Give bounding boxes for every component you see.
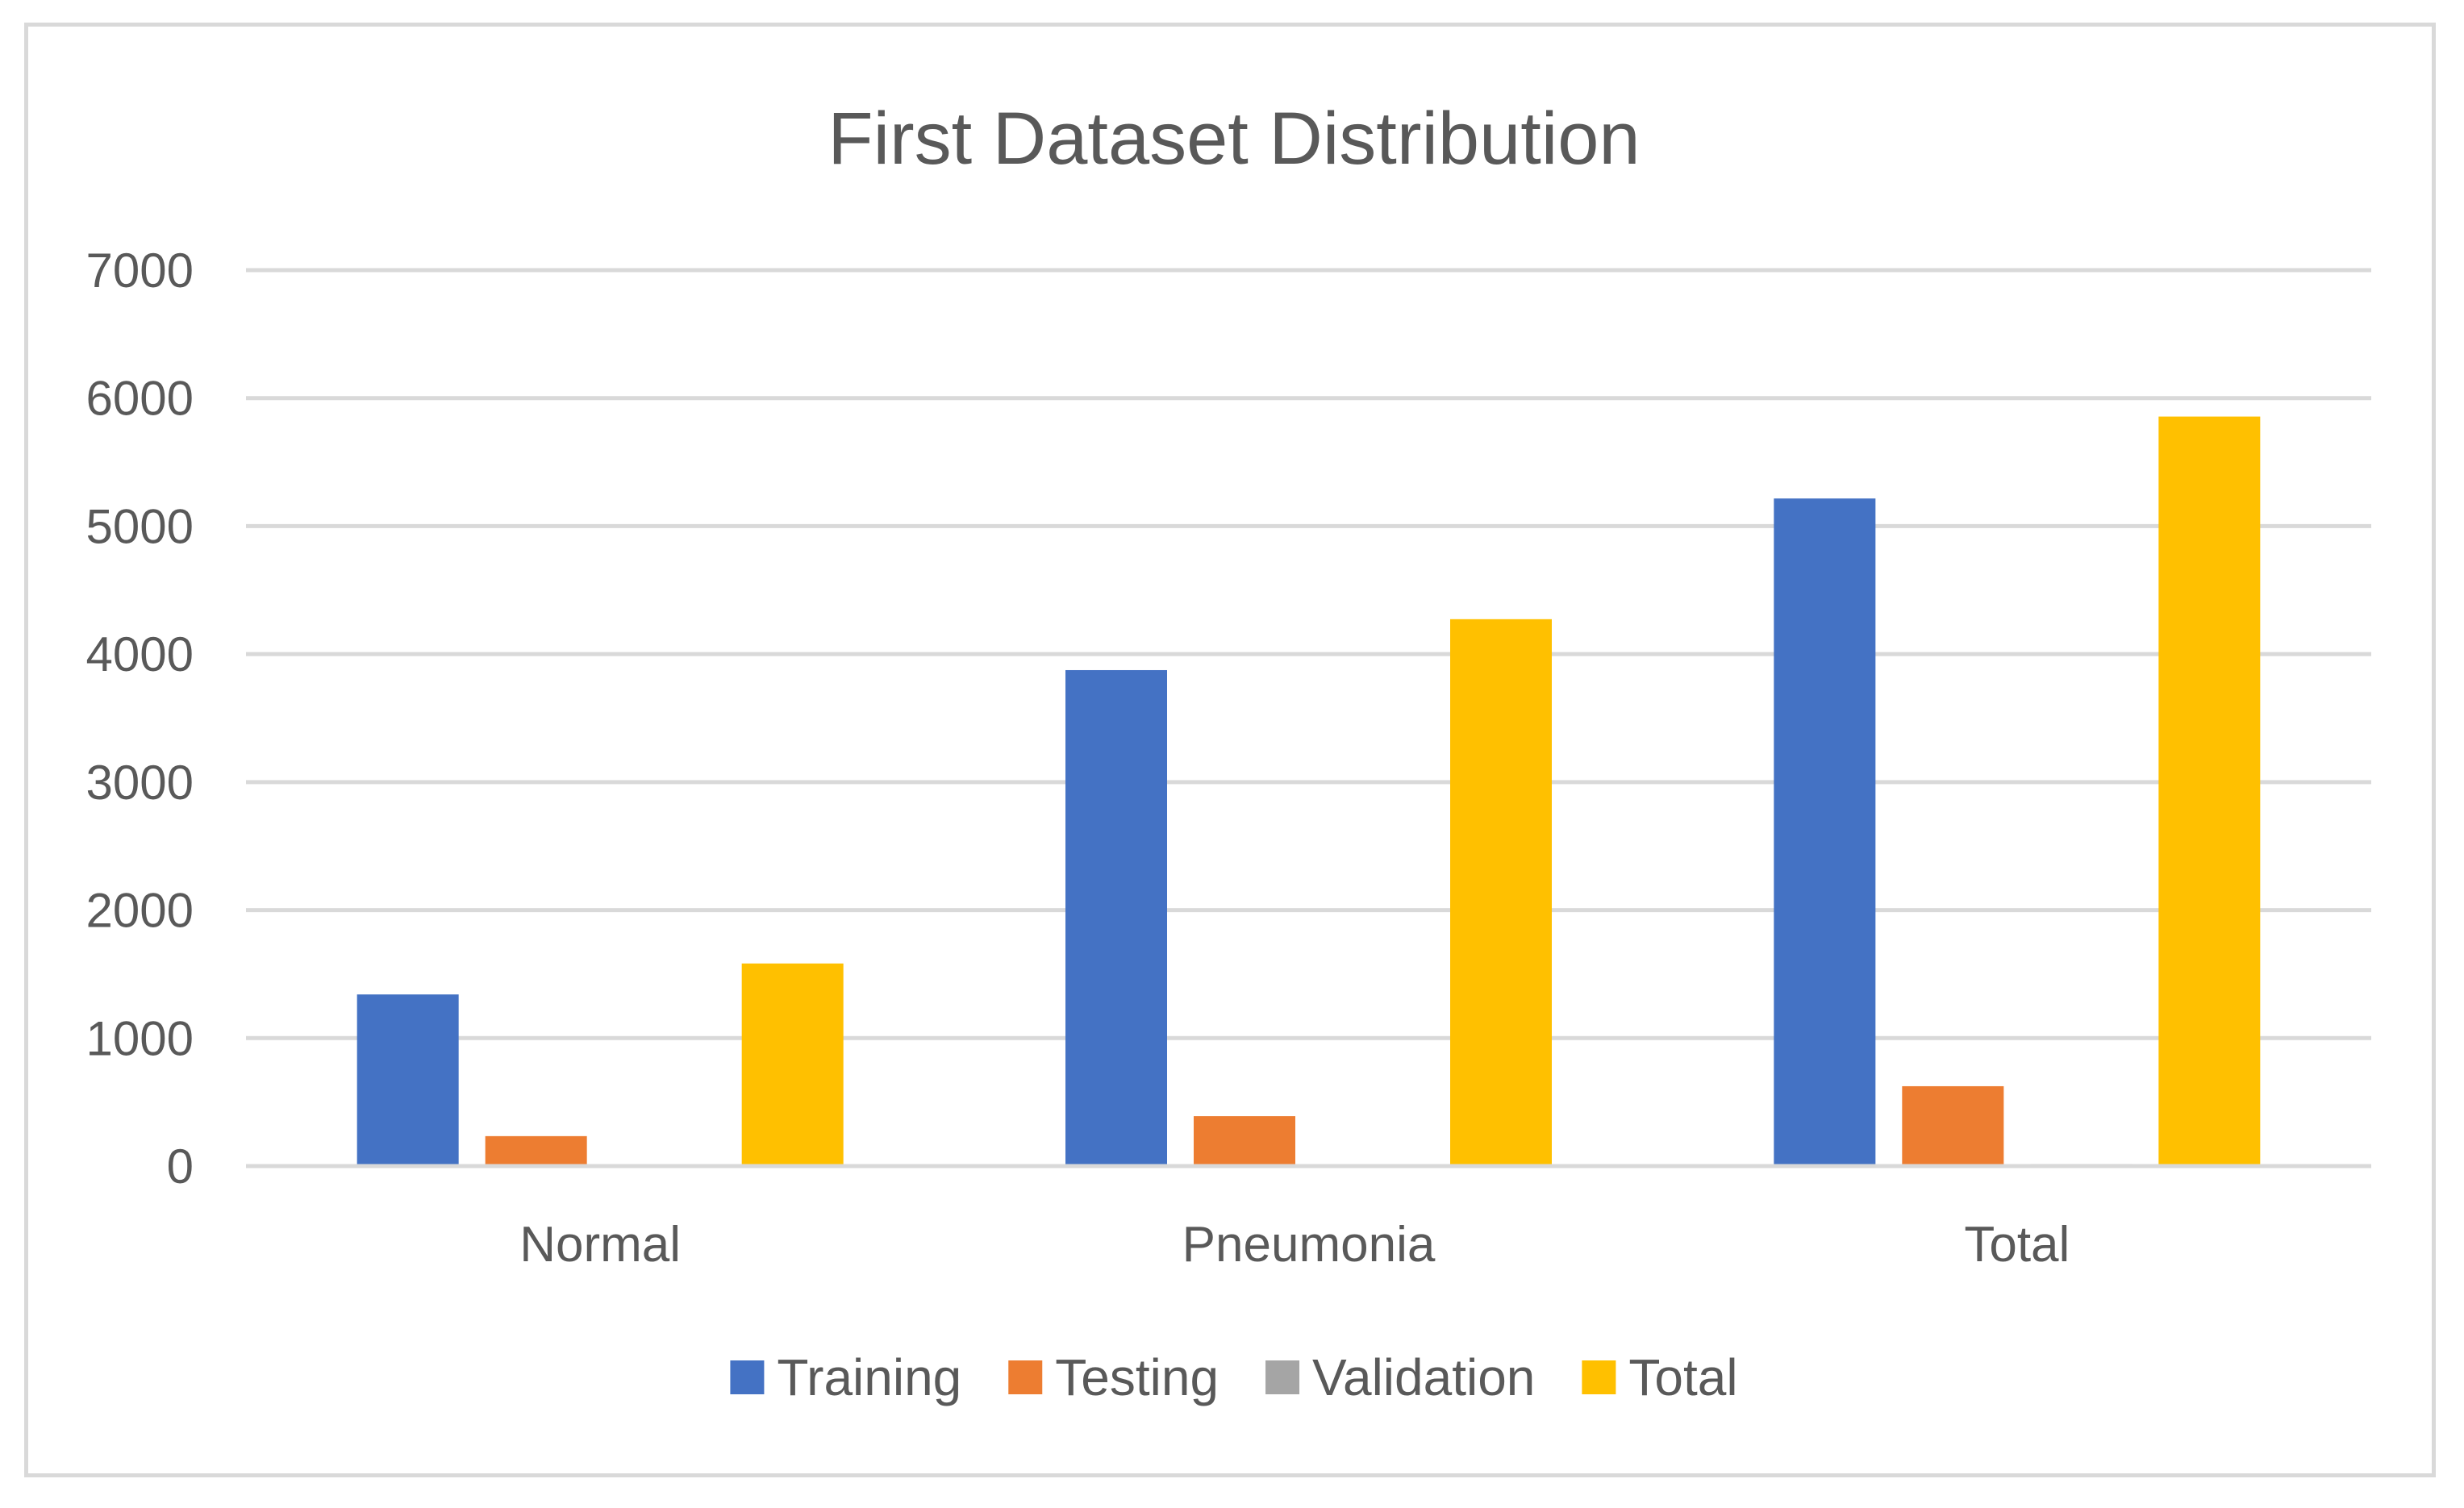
y-tick-label: 6000 [86,372,194,426]
bar-training-normal [356,994,459,1166]
y-tick-label: 4000 [86,627,194,681]
bar-total-total [2158,416,2261,1166]
legend-item-testing: Testing [1008,1348,1219,1406]
bars [356,416,2261,1166]
x-category-label: Total [1964,1217,2070,1273]
bar-testing-total [1902,1085,2004,1166]
legend-item-training: Training [730,1348,961,1406]
y-tick-label: 7000 [86,244,194,298]
legend-item-total: Total [1582,1348,1738,1406]
y-tick-label: 1000 [86,1011,194,1065]
legend-swatch [1265,1360,1300,1394]
legend-label: Validation [1312,1348,1535,1406]
chart-title: First Dataset Distribution [828,98,1640,180]
x-category-label: Normal [519,1217,681,1273]
x-axis: Normal Pneumonia Total [246,1164,2371,1273]
legend-swatch [1582,1360,1616,1394]
x-category-label: Pneumonia [1182,1217,1436,1273]
bar-total-pneumonia [1450,619,1552,1166]
legend-swatch [1008,1360,1043,1394]
legend-swatch [730,1360,765,1394]
chart-frame [24,23,2436,1477]
y-tick-label: 5000 [86,499,194,553]
bar-training-total [1774,498,1876,1166]
bar-total-normal [741,963,844,1166]
bar-testing-pneumonia [1194,1116,1295,1166]
y-tick-label: 2000 [86,884,194,938]
gridlines [246,268,2371,1040]
y-tick-label: 3000 [86,756,194,810]
legend-label: Testing [1055,1348,1219,1406]
bar-training-pneumonia [1065,669,1167,1166]
legend-label: Training [777,1348,961,1406]
bar-testing-normal [485,1135,587,1166]
legend-item-validation: Validation [1265,1348,1535,1406]
y-tick-label: 0 [167,1139,194,1193]
legend: Training Testing Validation Total [730,1348,1738,1406]
legend-label: Total [1628,1348,1737,1406]
y-axis-ticks: 0 1000 2000 3000 4000 5000 6000 7000 [86,244,194,1193]
